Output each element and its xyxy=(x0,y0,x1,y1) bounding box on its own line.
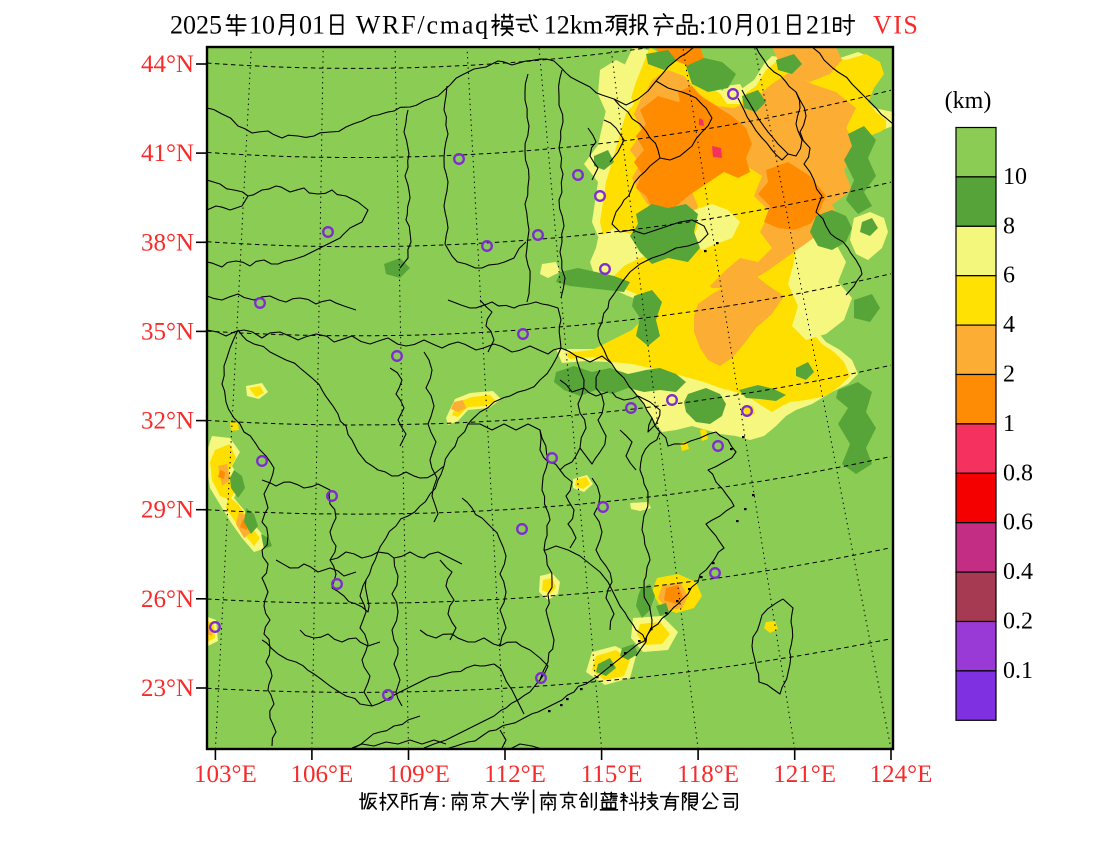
svg-text:23°N: 23°N xyxy=(141,675,194,702)
svg-text:109°E: 109°E xyxy=(387,761,450,788)
svg-text:WRF/cmaq: WRF/cmaq xyxy=(356,11,490,40)
svg-text:26°N: 26°N xyxy=(141,586,194,613)
svg-text:10: 10 xyxy=(249,11,275,40)
svg-text:2: 2 xyxy=(1003,362,1015,388)
svg-text:32°N: 32°N xyxy=(141,408,194,435)
svg-text:12km: 12km xyxy=(544,11,603,40)
svg-text:01: 01 xyxy=(299,11,325,40)
svg-text:10: 10 xyxy=(706,11,732,40)
svg-text:35°N: 35°N xyxy=(141,318,194,345)
svg-text:VIS: VIS xyxy=(873,11,919,40)
svg-text:103°E: 103°E xyxy=(194,761,257,788)
svg-text:21: 21 xyxy=(806,11,832,40)
svg-text:01: 01 xyxy=(756,11,782,40)
svg-text:(km): (km) xyxy=(945,88,992,114)
svg-text:41°N: 41°N xyxy=(141,140,194,167)
svg-text:106°E: 106°E xyxy=(291,761,354,788)
svg-text:2025: 2025 xyxy=(170,11,222,40)
svg-text:0.4: 0.4 xyxy=(1003,559,1033,585)
svg-text:0.6: 0.6 xyxy=(1003,510,1033,536)
svg-text::: : xyxy=(699,11,706,40)
svg-text:29°N: 29°N xyxy=(141,497,194,524)
svg-text:4: 4 xyxy=(1003,312,1015,338)
svg-text:0.8: 0.8 xyxy=(1003,460,1033,486)
svg-text:6: 6 xyxy=(1003,263,1015,289)
svg-text::: : xyxy=(441,788,447,812)
svg-text:121°E: 121°E xyxy=(773,761,836,788)
svg-text:118°E: 118°E xyxy=(677,761,739,788)
svg-text:0.1: 0.1 xyxy=(1003,658,1033,684)
svg-text:112°E: 112°E xyxy=(484,761,546,788)
svg-text:124°E: 124°E xyxy=(870,761,933,788)
svg-text:0.2: 0.2 xyxy=(1003,609,1033,635)
svg-text:10: 10 xyxy=(1003,164,1027,190)
svg-text:44°N: 44°N xyxy=(141,51,194,78)
svg-text:38°N: 38°N xyxy=(141,229,194,256)
svg-text:1: 1 xyxy=(1003,411,1015,437)
svg-text:8: 8 xyxy=(1003,213,1015,239)
svg-text:115°E: 115°E xyxy=(581,761,643,788)
